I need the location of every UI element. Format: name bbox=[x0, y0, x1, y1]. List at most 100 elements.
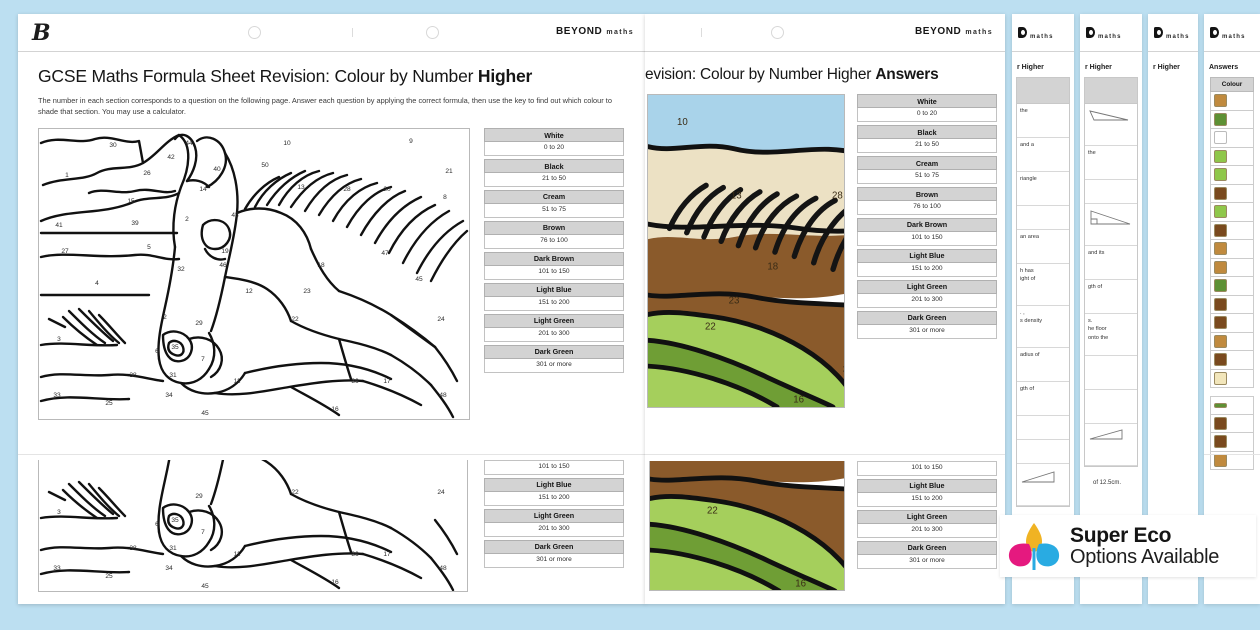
svg-text:3: 3 bbox=[57, 336, 61, 343]
page-4-title-fragment: r Higher bbox=[1085, 64, 1112, 71]
svg-text:48: 48 bbox=[439, 565, 447, 572]
table-row bbox=[1017, 440, 1069, 464]
key-colour-range: 201 to 300 bbox=[484, 327, 624, 342]
key-colour-range: 301 or more bbox=[857, 324, 997, 339]
svg-text:33: 33 bbox=[53, 392, 61, 399]
key-colour-name: Light Blue bbox=[484, 477, 624, 492]
page-seam-divider bbox=[1204, 454, 1260, 455]
svg-text:47: 47 bbox=[381, 250, 389, 257]
key-row: Light Green 201 to 300 bbox=[484, 508, 624, 537]
table-row: riangle bbox=[1017, 172, 1069, 206]
table-header-row bbox=[1017, 78, 1069, 104]
svg-text:39: 39 bbox=[131, 220, 139, 227]
key-row: Dark Green 301 or more bbox=[484, 539, 624, 568]
colour-swatch bbox=[1214, 186, 1227, 200]
svg-text:22: 22 bbox=[291, 489, 299, 496]
table-cell-line: ight of bbox=[1020, 276, 1036, 283]
page-3-header: maths bbox=[1012, 14, 1074, 52]
key-colour-range: 76 to 100 bbox=[857, 201, 997, 215]
beyond-b-logo-icon bbox=[1086, 27, 1095, 38]
page-title: GCSE Maths Formula Sheet Revision: Colou… bbox=[38, 66, 626, 87]
colour-swatch bbox=[1214, 94, 1227, 108]
key-row: Brown 76 to 100 bbox=[484, 220, 624, 249]
svg-text:16: 16 bbox=[793, 395, 804, 406]
svg-text:25: 25 bbox=[105, 400, 113, 407]
svg-text:19: 19 bbox=[221, 248, 229, 255]
svg-text:6: 6 bbox=[155, 521, 159, 528]
table-row: s. he floor onto the bbox=[1085, 314, 1137, 356]
punch-hole-icon bbox=[426, 26, 439, 39]
bottom-note-fragment: of 12.5cm. bbox=[1093, 480, 1122, 486]
key-colour-range: 201 to 300 bbox=[857, 294, 997, 308]
colour-swatch bbox=[1214, 371, 1227, 385]
key-row: Light Green 201 to 300 bbox=[484, 313, 624, 342]
colour-swatch bbox=[1214, 402, 1227, 408]
answer-colour-cell bbox=[1210, 184, 1254, 203]
eco-badge-text: Super Eco Options Available bbox=[1070, 525, 1219, 567]
eco-badge-title: Super Eco bbox=[1070, 524, 1172, 548]
answer-colour-cell bbox=[1210, 277, 1254, 296]
beyond-maths-logo: maths bbox=[1018, 27, 1054, 40]
table-row bbox=[1085, 390, 1137, 424]
answers-title-plain: evision: Colour by Number Higher bbox=[645, 66, 876, 83]
table-row bbox=[1085, 204, 1137, 246]
table-row bbox=[1085, 180, 1137, 204]
key-row: Black 21 to 50 bbox=[857, 124, 997, 153]
svg-text:4: 4 bbox=[95, 280, 99, 287]
svg-text:7: 7 bbox=[201, 356, 205, 363]
key-colour-name: Dark Green bbox=[484, 344, 624, 359]
colour-swatch bbox=[1214, 242, 1227, 256]
beyond-maths-logo: BEYOND maths bbox=[915, 26, 993, 37]
svg-text:45: 45 bbox=[201, 583, 209, 590]
key-colour-name: Light Blue bbox=[857, 248, 997, 264]
key-colour-range: 301 or more bbox=[484, 553, 624, 568]
colour-swatch bbox=[1214, 316, 1227, 330]
page-seam-divider bbox=[645, 454, 1005, 455]
svg-text:9: 9 bbox=[409, 138, 413, 145]
coloured-repeat-strip: 222436 174816 bbox=[649, 461, 845, 591]
key-row: Light Blue 151 to 200 bbox=[857, 478, 997, 507]
worksheet-page-5-slice: maths r Higher bbox=[1148, 14, 1198, 604]
svg-text:45: 45 bbox=[201, 410, 209, 417]
key-colour-name: White bbox=[857, 94, 997, 109]
beyond-b-logo-icon bbox=[1154, 27, 1163, 38]
key-colour-range: 0 to 20 bbox=[484, 142, 624, 156]
key-row: 101 to 150 bbox=[857, 461, 997, 476]
eco-leaf-icon bbox=[1008, 523, 1060, 570]
svg-text:1: 1 bbox=[65, 172, 69, 179]
key-colour-range: 101 to 150 bbox=[484, 460, 624, 475]
key-colour-range: 151 to 200 bbox=[484, 296, 624, 311]
right-triangle-diagram-icon bbox=[1090, 210, 1131, 225]
table-cell-line: . , bbox=[1020, 310, 1025, 316]
svg-text:40: 40 bbox=[213, 166, 221, 173]
answer-colour-cell bbox=[1210, 396, 1254, 415]
svg-text:34: 34 bbox=[165, 392, 173, 399]
worksheet-page-3-slice: maths r Higher the and a riangle an area… bbox=[1012, 14, 1074, 604]
horse-coloured-repeat-svg: 222436 174816 bbox=[650, 461, 844, 590]
punch-tick-icon bbox=[701, 28, 702, 37]
svg-text:41: 41 bbox=[55, 222, 63, 229]
svg-text:29: 29 bbox=[195, 493, 203, 500]
page-4-header: maths bbox=[1080, 14, 1142, 52]
svg-text:5: 5 bbox=[147, 244, 151, 251]
svg-text:27: 27 bbox=[61, 248, 69, 255]
answer-colour-cell bbox=[1210, 433, 1254, 452]
maths-wordmark: maths bbox=[1166, 34, 1190, 40]
colour-swatch bbox=[1214, 416, 1227, 430]
table-row: the bbox=[1085, 146, 1137, 180]
svg-text:12: 12 bbox=[245, 288, 253, 295]
punch-hole-icon bbox=[771, 26, 784, 39]
key-colour-name: Cream bbox=[484, 189, 624, 205]
punch-hole-icon bbox=[248, 26, 261, 39]
key-colour-name: Cream bbox=[857, 155, 997, 171]
maths-wordmark: maths bbox=[965, 29, 993, 36]
svg-text:16: 16 bbox=[795, 579, 806, 590]
key-colour-range: 301 or more bbox=[484, 358, 624, 373]
colour-by-number-lineart: 30 44 42 10 9 1 26 40 14 50 13 28 20 21 8 15 39 41 2… bbox=[38, 127, 470, 420]
answer-colour-cell bbox=[1210, 351, 1254, 370]
table-row bbox=[1085, 104, 1137, 146]
super-eco-badge: Super Eco Options Available bbox=[1000, 515, 1256, 577]
key-colour-range: 76 to 100 bbox=[484, 235, 624, 249]
